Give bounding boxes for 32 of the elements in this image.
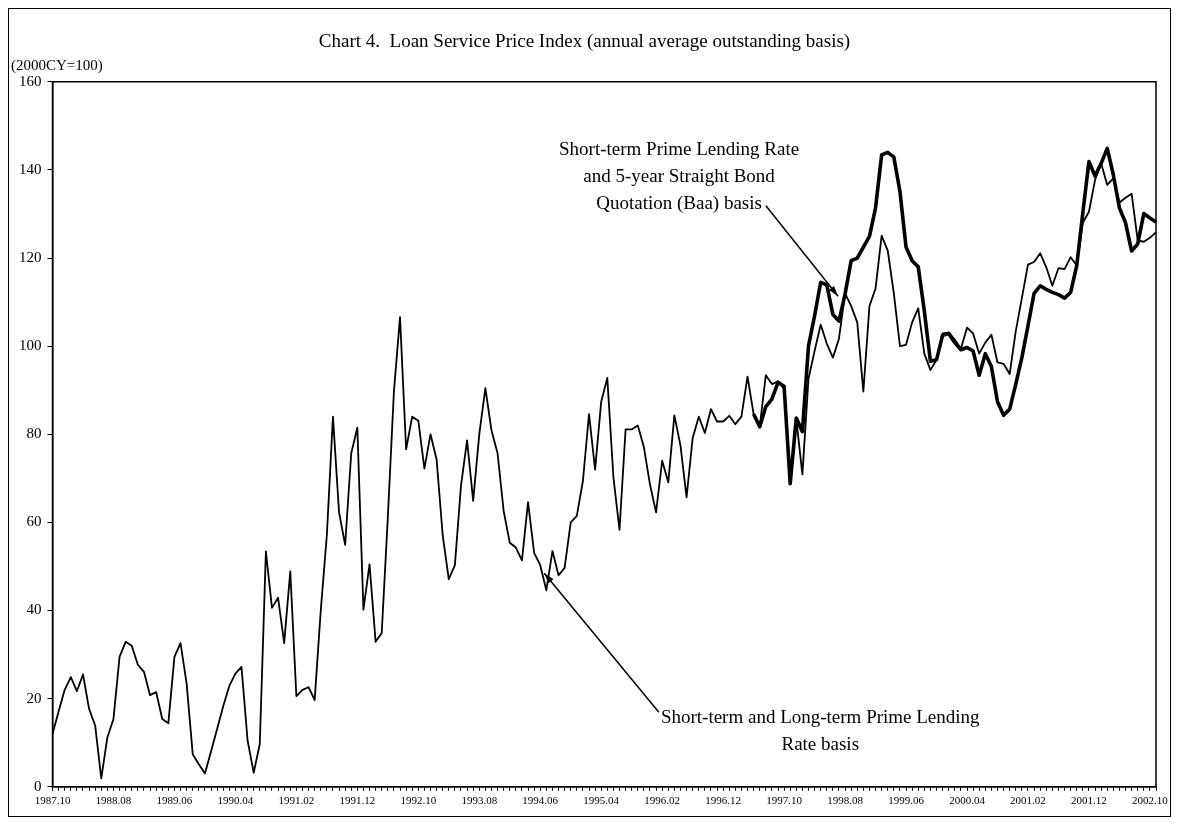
x-tick-label: 1991.12 [339, 794, 376, 807]
x-tick-label: 2001.12 [1071, 794, 1107, 807]
y-tick-label: 160 [19, 72, 42, 89]
x-tick-label: 1991.02 [278, 794, 315, 807]
x-tick-label: 1992.10 [400, 794, 437, 807]
y-tick-label: 0 [34, 777, 42, 794]
x-tick-label: 1989.06 [156, 794, 193, 807]
y-tick-label: 20 [26, 689, 42, 706]
x-tick-label: 1997.10 [766, 794, 803, 807]
x-tick-label: 1999.06 [888, 794, 925, 807]
y-tick-label: 60 [26, 513, 42, 530]
x-tick-label: 2000.04 [949, 794, 986, 807]
y-tick-label: 40 [26, 601, 42, 618]
x-tick-label: 1998.08 [827, 794, 864, 807]
x-tick-label: 1988.08 [95, 794, 132, 807]
y-axis-title: (2000CY=100) [11, 57, 103, 75]
x-tick-label: 1996.12 [705, 794, 742, 807]
x-tick-label: 1990.04 [217, 794, 254, 807]
y-tick-label: 80 [26, 425, 42, 442]
x-tick-label: 2001.02 [1010, 794, 1046, 807]
annotation: Short-term Prime Lending Rate and 5-year Straight Bond Quotation (Baa) basis [559, 138, 800, 215]
y-tick-label: 100 [19, 337, 42, 354]
x-tick-label: 1995.04 [583, 794, 620, 807]
x-tick-label: 2002.10 [1132, 794, 1169, 807]
x-tick-label: 1996.02 [644, 794, 681, 807]
y-tick-label: 140 [19, 160, 42, 177]
x-tick-label: 1994.06 [522, 794, 559, 807]
x-tick-label: 1987.10 [34, 794, 71, 807]
x-tick-label: 1993.08 [461, 794, 498, 807]
y-tick-label: 120 [19, 248, 42, 265]
chart-title: Chart 4. Loan Service Price Index (annual average outstanding basis) [318, 30, 851, 53]
annotation: Short-term and Long-term Prime Lending Rate basis [660, 705, 981, 754]
